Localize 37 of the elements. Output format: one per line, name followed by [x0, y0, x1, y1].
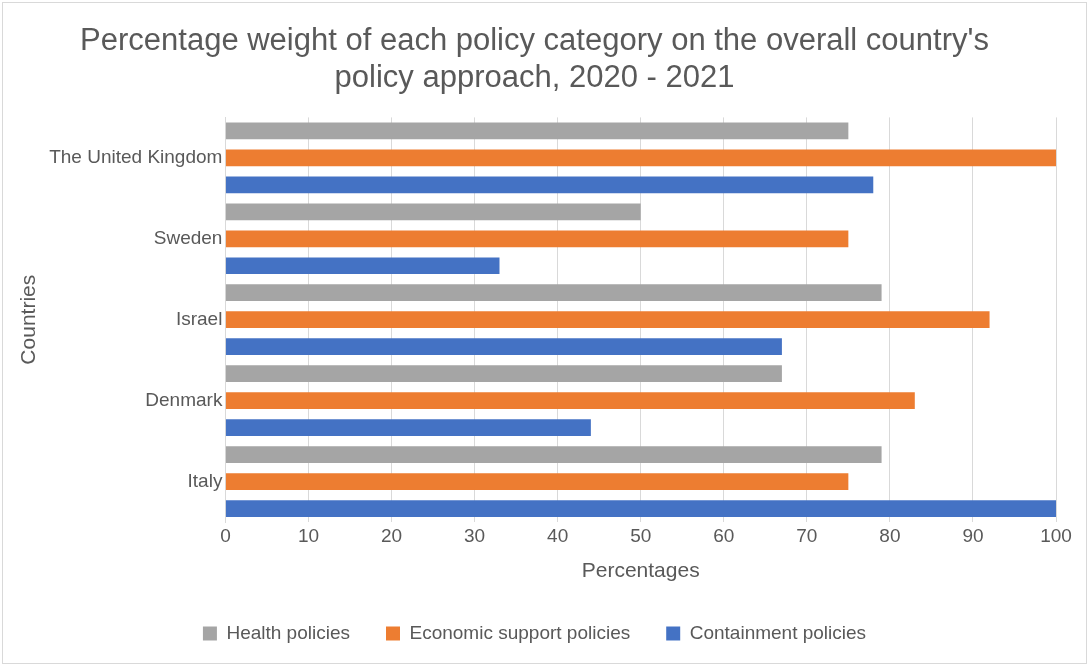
bar [225, 338, 782, 356]
bar [225, 149, 1056, 167]
y-tick-label: Italy [187, 469, 223, 491]
legend-label: Health policies [226, 621, 350, 643]
bar [225, 311, 990, 329]
x-tick-label: 30 [464, 524, 486, 546]
y-tick-label: Israel [175, 307, 223, 329]
legend-label: Containment policies [689, 621, 867, 643]
x-tick-label: 60 [713, 524, 735, 546]
y-tick-label: Denmark [145, 388, 223, 410]
bar [225, 176, 874, 194]
bar [225, 257, 500, 275]
x-axis-title: Percentages [581, 558, 700, 582]
bar [225, 284, 882, 302]
bar [225, 203, 641, 221]
bar [225, 446, 882, 463]
x-tick-label: 80 [879, 524, 901, 546]
x-tick-label: 100 [1040, 524, 1072, 546]
x-tick-label: 0 [220, 524, 231, 546]
y-axis-title: Countries [16, 274, 40, 365]
legend-label: Economic support policies [409, 621, 631, 643]
bar [225, 365, 782, 383]
y-tick-label: The United Kingdom [49, 146, 223, 168]
bar [225, 419, 591, 436]
x-tick-label: 40 [547, 524, 569, 546]
bar [225, 122, 849, 140]
x-tick-label: 50 [630, 524, 652, 546]
x-tick-label: 70 [796, 524, 818, 546]
chart-title: Percentage weight of each policy category on the overall country's policy approach, 2020 - 2021 [80, 22, 989, 95]
bar [225, 230, 849, 248]
bar [225, 392, 915, 409]
y-tick-label: Sweden [153, 227, 223, 249]
bar [225, 473, 849, 490]
x-tick-label: 90 [962, 524, 984, 546]
x-tick-label: 20 [380, 524, 403, 546]
x-tick-label: 10 [297, 524, 320, 546]
bar [225, 500, 1056, 517]
